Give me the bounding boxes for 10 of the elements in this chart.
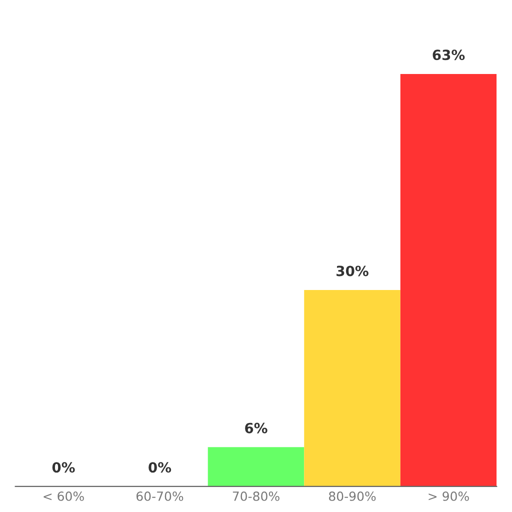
data-label: 0% (148, 462, 172, 473)
data-label: 63% (432, 50, 465, 60)
data-label: 30% (336, 266, 368, 276)
x-tick-label: 60-70% (136, 491, 184, 501)
x-tick-label: > 90% (428, 491, 469, 501)
x-tick-label: 70-80% (232, 491, 280, 501)
x-tick-label: < 60% (44, 491, 84, 501)
x-tick-label: 80-90% (329, 491, 376, 501)
data-label: 6% (245, 422, 268, 434)
data-label: 0% (52, 462, 75, 473)
